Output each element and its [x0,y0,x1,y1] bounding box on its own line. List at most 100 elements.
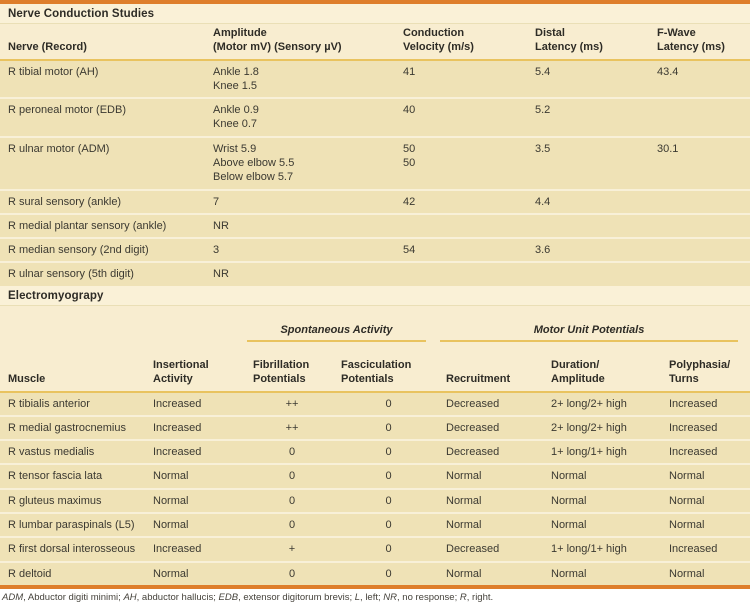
col-header-distal-latency: Distal Latency (ms) [527,24,649,61]
muscle-name: R lumbar paraspinals (L5) [0,511,145,538]
dl-value: 3.5 [527,135,649,190]
duration-value: Normal [543,463,661,489]
duration-value: 1+ long/1+ high [543,536,661,562]
footnote-abbr: ADM [2,591,24,603]
table-row: R medial gastrocnemius Increased ++ 0 De… [0,414,750,441]
col-header-fasciculation-potentials: Fasciculation Potentials [333,356,438,393]
nerve-name: R tibial motor (AH) [0,58,205,99]
emg-section-title: Electromyograpy [0,285,750,306]
nerve-name: R median sensory (2nd digit) [0,237,205,263]
footnote-text: , right. [466,591,494,603]
muscle-name: R tibialis anterior [0,390,145,416]
col-header-muscle: Muscle [0,356,145,393]
group-header-label: Motor Unit Potentials [440,324,739,343]
fasciculation-value: 0 [333,414,438,441]
footnote-text: , no response; [397,591,460,603]
fasciculation-value: 0 [333,536,438,562]
table-row: R medial plantar sensory (ankle) NR [0,212,750,239]
recruitment-value: Decreased [438,414,543,441]
duration-value: 1+ long/1+ high [543,439,661,465]
cv-value: 41 [395,58,527,99]
fw-value [649,261,750,286]
polyphasia-value: Normal [661,487,750,513]
fasciculation-value: 0 [333,463,438,489]
cv-value [395,261,527,286]
fw-value [649,188,750,214]
recruitment-value: Decreased [438,439,543,465]
dl-value: 3.6 [527,237,649,263]
duration-value: 2+ long/2+ high [543,414,661,441]
muscle-name: R gluteus maximus [0,487,145,513]
recruitment-value: Normal [438,463,543,489]
emg-table: Spontaneous Activity Motor Unit Potentia… [0,305,750,585]
table-row: R ulnar sensory (5th digit) NR [0,261,750,286]
footnote-text: , Abductor digiti minimi; [23,591,124,603]
fibrillation-value: 0 [245,560,333,585]
table-row: R vastus medialis Increased 0 0 Decrease… [0,439,750,465]
fibrillation-value: 0 [245,463,333,489]
insertional-value: Increased [145,390,245,416]
fibrillation-value: 0 [245,511,333,538]
table-row: R ulnar motor (ADM) Wrist 5.9 Above elbo… [0,135,750,190]
group-header-spacer [0,305,245,357]
table-row: R sural sensory (ankle) 7 42 4.4 [0,188,750,214]
fw-value [649,97,750,137]
col-header-conduction-velocity: Conduction Velocity (m/s) [395,24,527,61]
nerve-name: R medial plantar sensory (ankle) [0,212,205,239]
amplitude-value: Ankle 1.8 Knee 1.5 [205,58,395,99]
table-row: R lumbar paraspinals (L5) Normal 0 0 Nor… [0,511,750,538]
col-header-insertional-activity: Insertional Activity [145,356,245,393]
insertional-value: Normal [145,560,245,585]
nerve-name: R ulnar sensory (5th digit) [0,261,205,286]
ncs-table: Nerve (Record) Amplitude (Motor mV) (Sen… [0,24,750,286]
duration-value: Normal [543,511,661,538]
table-row: R deltoid Normal 0 0 Normal Normal Norma… [0,560,750,585]
fw-value [649,237,750,263]
muscle-name: R vastus medialis [0,439,145,465]
cv-value: 50 50 [395,135,527,190]
polyphasia-value: Increased [661,390,750,416]
insertional-value: Normal [145,463,245,489]
fibrillation-value: ++ [245,390,333,416]
top-border [0,0,750,4]
fw-value: 43.4 [649,58,750,99]
footnote-text: , extensor digitorum brevis; [238,591,355,603]
amplitude-value: NR [205,261,395,286]
polyphasia-value: Normal [661,511,750,538]
footnote-abbr: NR [383,591,398,603]
fw-value: 30.1 [649,135,750,190]
insertional-value: Increased [145,439,245,465]
cv-value [395,212,527,239]
table-row: R peroneal motor (EDB) Ankle 0.9 Knee 0.… [0,97,750,137]
ncs-header-row: Nerve (Record) Amplitude (Motor mV) (Sen… [0,24,750,61]
amplitude-value: Wrist 5.9 Above elbow 5.5 Below elbow 5.… [205,135,395,190]
insertional-value: Normal [145,511,245,538]
emg-header-row: Muscle Insertional Activity Fibrillation… [0,356,750,393]
footnote: ADM, Abductor digiti minimi; AH, abducto… [0,588,750,605]
footnote-text: , abductor hallucis; [136,591,219,603]
group-header-motor-unit-potentials: Motor Unit Potentials [438,305,750,357]
amplitude-value: Ankle 0.9 Knee 0.7 [205,97,395,137]
insertional-value: Normal [145,487,245,513]
fibrillation-value: 0 [245,439,333,465]
group-header-label: Spontaneous Activity [247,324,426,343]
table-row: R first dorsal interosseous Increased + … [0,536,750,562]
fasciculation-value: 0 [333,487,438,513]
table-row: R median sensory (2nd digit) 3 54 3.6 [0,237,750,263]
amplitude-value: NR [205,212,395,239]
cv-value: 42 [395,188,527,214]
emg-group-header-row: Spontaneous Activity Motor Unit Potentia… [0,305,750,357]
muscle-name: R tensor fascia lata [0,463,145,489]
col-header-fibrillation-potentials: Fibrillation Potentials [245,356,333,393]
fw-value [649,212,750,239]
nerve-name: R sural sensory (ankle) [0,188,205,214]
dl-value: 5.2 [527,97,649,137]
table-row: R tensor fascia lata Normal 0 0 Normal N… [0,463,750,489]
recruitment-value: Normal [438,560,543,585]
col-header-amplitude: Amplitude (Motor mV) (Sensory µV) [205,24,395,61]
cv-value: 40 [395,97,527,137]
group-header-spontaneous-activity: Spontaneous Activity [245,305,438,357]
recruitment-value: Decreased [438,390,543,416]
duration-value: Normal [543,487,661,513]
